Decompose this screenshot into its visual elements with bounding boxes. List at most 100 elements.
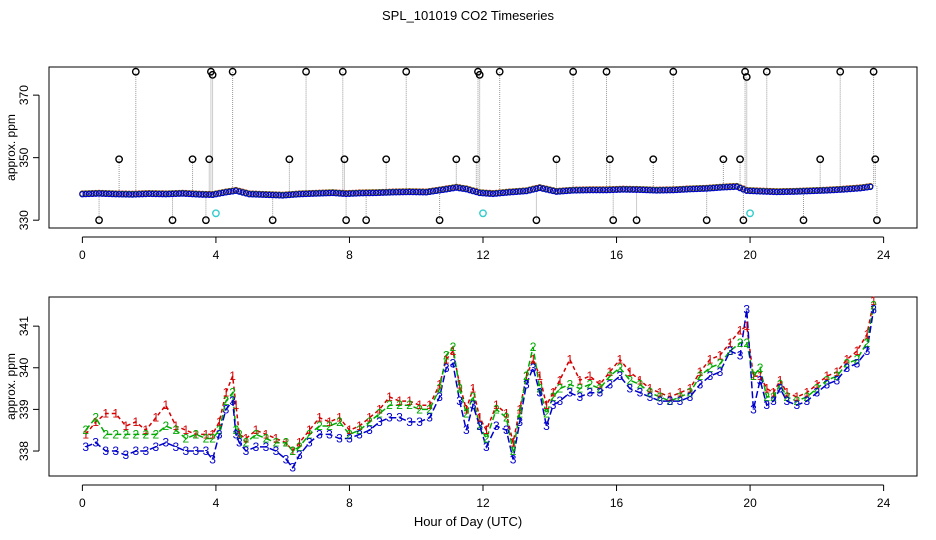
baseline-point-s3 — [496, 190, 503, 197]
outlier-point — [552, 155, 561, 164]
series-1-label: 1 — [356, 419, 363, 433]
x-tick-label-2: 16 — [610, 496, 624, 510]
outlier-point — [362, 216, 371, 225]
baseline-point-s3 — [726, 183, 734, 191]
series-1-label: 1 — [229, 369, 236, 383]
series-1-label: 1 — [493, 398, 500, 412]
baseline-point-s3 — [620, 186, 627, 193]
baseline-point-s3 — [436, 187, 443, 194]
series-2-label: 2 — [607, 369, 614, 383]
series-3-label: 3 — [503, 423, 510, 437]
baseline-point-s3 — [790, 188, 797, 195]
outlier-point — [95, 216, 103, 225]
series-1-label: 1 — [306, 423, 313, 437]
baseline-point-s3 — [463, 186, 470, 193]
series-3-label: 3 — [566, 386, 573, 400]
baseline-point-s3 — [623, 186, 630, 193]
baseline-point-s3 — [606, 186, 614, 194]
series-2-label: 2 — [216, 423, 223, 437]
baseline-point-s3 — [740, 186, 747, 193]
baseline-point-s3 — [269, 191, 276, 199]
series-2-label: 2 — [510, 444, 517, 458]
baseline-point-s3 — [162, 191, 170, 198]
series-1-label: 1 — [193, 427, 200, 441]
series-3-label: 3 — [717, 365, 724, 379]
series-2-line — [85, 305, 875, 453]
series-1-label: 1 — [737, 323, 744, 337]
baseline-point-s3 — [837, 186, 844, 193]
x-tick-label-1: 4 — [213, 248, 220, 262]
baseline-point-s3 — [206, 191, 213, 198]
series-2-label: 2 — [783, 390, 790, 404]
series-1-label: 1 — [687, 382, 694, 396]
series-1-label: 1 — [92, 415, 99, 429]
series-1-label: 1 — [273, 432, 280, 446]
series-1-label: 1 — [326, 415, 333, 429]
baseline-point-s3 — [743, 187, 750, 194]
series-3-label: 3 — [814, 386, 821, 400]
series-1-label: 1 — [770, 386, 777, 400]
baseline-point-s3 — [125, 191, 133, 198]
series-3-label: 3 — [763, 398, 770, 412]
baseline-point-s3 — [700, 185, 707, 192]
baseline-point-s3 — [379, 189, 387, 196]
series-2-label: 2 — [530, 340, 537, 354]
series-3-label: 3 — [493, 419, 500, 433]
baseline-point-s3 — [416, 189, 423, 196]
series-2-label: 2 — [436, 382, 443, 396]
baseline-point-s3 — [650, 187, 657, 194]
series-2-label: 2 — [516, 407, 523, 421]
series-3-label: 3 — [597, 386, 604, 400]
baseline-point-s3 — [192, 191, 200, 198]
baseline-point-s3 — [613, 186, 620, 193]
series-3-label: 3 — [463, 423, 470, 437]
baseline-point-s3 — [423, 189, 430, 196]
series-3-label: 3 — [576, 390, 583, 404]
baseline-point-s3 — [132, 191, 139, 198]
series-1-label: 1 — [677, 386, 684, 400]
baseline-point-s3 — [413, 188, 420, 196]
series-1-label: 1 — [707, 352, 714, 366]
baseline-point-s3 — [292, 191, 300, 198]
series-3-label: 3 — [483, 440, 490, 454]
baseline-point-s3 — [95, 190, 103, 197]
baseline-point-s3 — [586, 186, 594, 194]
series-1-label: 1 — [483, 423, 490, 437]
series-2-label: 2 — [667, 394, 674, 408]
baseline-point-s3 — [102, 190, 109, 198]
series-3-label: 3 — [253, 440, 260, 454]
baseline-point-s3 — [312, 190, 320, 197]
series-2-label: 2 — [717, 357, 724, 371]
baseline-point-s3 — [122, 191, 129, 198]
cyan-point — [479, 209, 487, 218]
outlier-point — [475, 70, 484, 79]
baseline-point-s3 — [853, 185, 861, 192]
baseline-point-s3 — [386, 189, 393, 196]
baseline-point-s3 — [559, 188, 567, 195]
series-1-label: 1 — [543, 398, 550, 412]
baseline-point-s3 — [663, 187, 670, 194]
series-1-label: 1 — [697, 365, 704, 379]
baseline-point-s3 — [716, 184, 724, 191]
series-3-label: 3 — [637, 386, 644, 400]
series-3-label: 3 — [854, 357, 861, 371]
series-1-label: 1 — [844, 352, 851, 366]
baseline-point-s3 — [115, 191, 123, 198]
series-1-label: 1 — [316, 411, 323, 425]
baseline-point-s3 — [513, 188, 520, 196]
series-1-label: 1 — [142, 423, 149, 437]
top-plot-marks — [79, 67, 881, 225]
baseline-point-s3 — [526, 187, 533, 194]
series-2-label: 2 — [209, 432, 216, 446]
baseline-point-s3 — [863, 184, 871, 191]
baseline-point-s3 — [226, 188, 233, 196]
baseline-point-s3 — [489, 190, 497, 198]
baseline-point-s3 — [352, 190, 360, 197]
series-1-label: 1 — [112, 407, 119, 421]
series-2-label: 2 — [173, 423, 180, 437]
series-3-label: 3 — [356, 427, 363, 441]
baseline-point-s3 — [209, 191, 216, 199]
series-2-label: 2 — [793, 394, 800, 408]
baseline-point-s3 — [466, 186, 473, 194]
